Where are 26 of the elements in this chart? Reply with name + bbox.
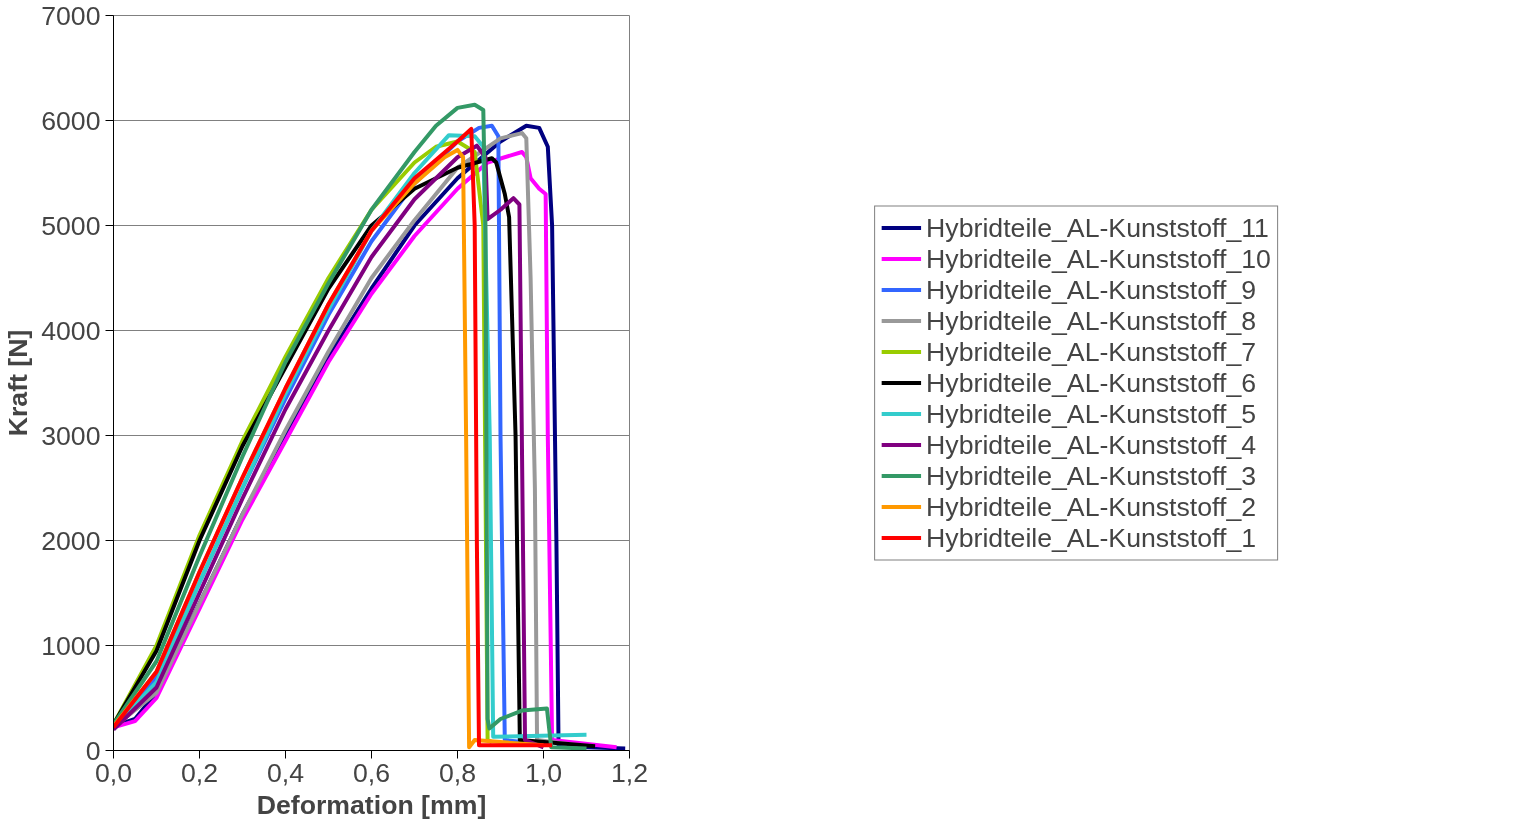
x-tick-label: 0,8 bbox=[438, 757, 477, 788]
x-tick-label: 1,0 bbox=[524, 757, 563, 788]
y-tick-label: 7000 bbox=[41, 0, 101, 31]
x-tick-label: 1,2 bbox=[610, 757, 649, 788]
legend-label: Hybridteile_AL-Kunststoff_8 bbox=[926, 305, 1257, 336]
y-tick-label: 1000 bbox=[41, 630, 101, 661]
legend-label: Hybridteile_AL-Kunststoff_6 bbox=[926, 367, 1257, 398]
legend-label: Hybridteile_AL-Kunststoff_5 bbox=[926, 398, 1257, 429]
x-tick-label: 0,6 bbox=[352, 757, 391, 788]
legend-label: Hybridteile_AL-Kunststoff_3 bbox=[926, 460, 1257, 491]
y-tick-label: 4000 bbox=[41, 315, 101, 346]
legend-label: Hybridteile_AL-Kunststoff_9 bbox=[926, 274, 1257, 305]
y-tick-label: 2000 bbox=[41, 525, 101, 556]
y-axis-title: Kraft [N] bbox=[3, 329, 34, 437]
y-tick-label: 5000 bbox=[41, 210, 101, 241]
y-tick-label: 6000 bbox=[41, 105, 101, 136]
legend-label: Hybridteile_AL-Kunststoff_7 bbox=[926, 336, 1257, 367]
y-tick-label: 3000 bbox=[41, 420, 101, 451]
legend-label: Hybridteile_AL-Kunststoff_10 bbox=[926, 243, 1271, 274]
legend-label: Hybridteile_AL-Kunststoff_2 bbox=[926, 491, 1257, 522]
x-tick-label: 0,2 bbox=[180, 757, 219, 788]
x-tick-label: 0,4 bbox=[266, 757, 305, 788]
x-axis-title: Deformation [mm] bbox=[256, 789, 487, 820]
legend-label: Hybridteile_AL-Kunststoff_4 bbox=[926, 429, 1257, 460]
legend-label: Hybridteile_AL-Kunststoff_1 bbox=[926, 522, 1257, 553]
legend-label: Hybridteile_AL-Kunststoff_11 bbox=[926, 212, 1269, 243]
